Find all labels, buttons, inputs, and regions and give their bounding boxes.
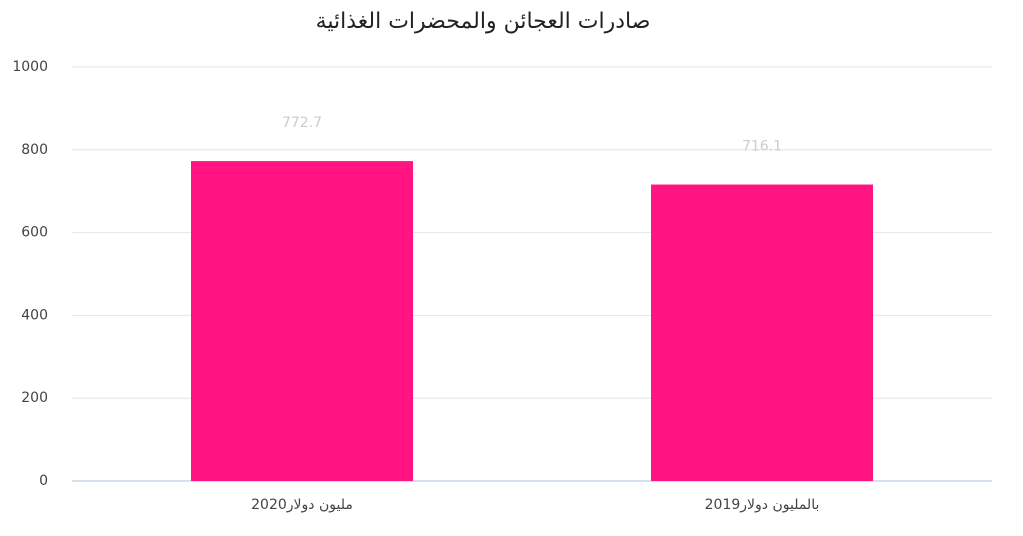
chart-title: صادرات العجائن والمحضرات الغذائية [316,9,651,34]
y-tick-label: 600 [21,225,48,241]
value-label: 772.7 [282,115,322,131]
y-tick-label: 200 [21,390,48,406]
y-tick-label: 400 [21,307,48,323]
x-tick-label: بالمليون دولار2019 [705,497,820,513]
bar [651,184,873,481]
value-label: 716.1 [742,139,782,155]
y-tick-label: 0 [39,473,48,489]
bar [191,161,413,481]
x-tick-label: مليون دولار2020 [251,497,353,513]
y-tick-label: 1000 [12,59,48,75]
y-tick-label: 800 [21,142,48,158]
